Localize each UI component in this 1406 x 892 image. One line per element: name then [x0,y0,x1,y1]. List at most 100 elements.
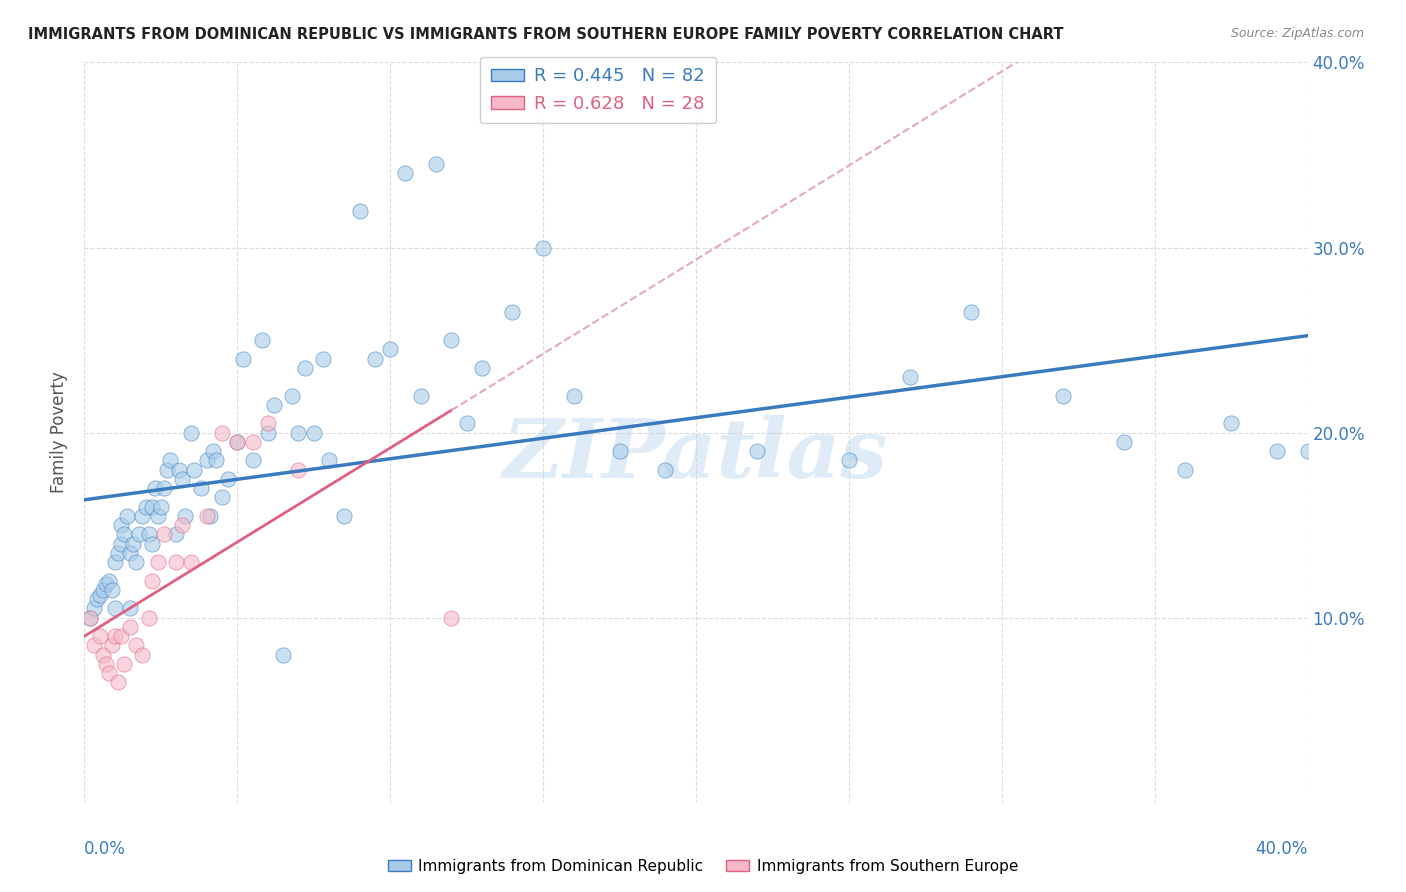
Point [120,620,142,634]
Point [217,472,239,486]
Point [174,508,197,523]
Point [97,574,120,588]
Point [471,360,494,375]
Point [312,351,335,366]
Point [110,536,132,550]
Point [180,425,202,440]
Point [609,444,631,458]
Point [205,453,228,467]
Point [141,536,163,550]
Point [211,491,233,505]
Point [146,555,169,569]
Point [1220,417,1243,431]
Point [257,425,280,440]
Point [112,657,135,671]
Point [138,610,160,624]
Legend: Immigrants from Dominican Republic, Immigrants from Southern Europe: Immigrants from Dominican Republic, Immi… [381,853,1025,880]
Point [89,629,111,643]
Point [91,582,114,597]
Point [195,453,218,467]
Point [456,417,478,431]
Text: 0.0%: 0.0% [84,840,127,858]
Point [287,462,309,476]
Point [960,305,983,319]
Point [257,417,280,431]
Point [271,648,294,662]
Text: IMMIGRANTS FROM DOMINICAN REPUBLIC VS IMMIGRANTS FROM SOUTHERN EUROPE FAMILY POV: IMMIGRANTS FROM DOMINICAN REPUBLIC VS IM… [28,27,1063,42]
Point [135,500,157,514]
Point [440,610,463,624]
Point [195,508,218,523]
Legend: R = 0.445   N = 82, R = 0.628   N = 28: R = 0.445 N = 82, R = 0.628 N = 28 [481,57,716,123]
Point [112,527,135,541]
Point [898,370,921,384]
Point [120,601,142,615]
Point [1265,444,1288,458]
Point [91,648,114,662]
Point [107,546,129,560]
Point [120,546,142,560]
Point [364,351,387,366]
Point [101,582,124,597]
Point [562,388,585,402]
Point [409,388,432,402]
Text: ZIPatlas: ZIPatlas [503,415,889,495]
Point [263,398,285,412]
Point [125,639,148,653]
Point [232,351,254,366]
Point [143,481,166,495]
Point [318,453,340,467]
Point [128,527,150,541]
Point [242,453,264,467]
Point [349,203,371,218]
Point [110,629,132,643]
Point [531,240,554,255]
Point [747,444,769,458]
Point [104,555,127,569]
Point [440,333,463,347]
Point [131,648,153,662]
Text: 40.0%: 40.0% [1256,840,1308,858]
Point [201,444,224,458]
Point [183,462,205,476]
Point [198,508,221,523]
Point [110,518,132,533]
Point [156,462,179,476]
Point [180,555,202,569]
Point [1296,444,1319,458]
Text: Source: ZipAtlas.com: Source: ZipAtlas.com [1230,27,1364,40]
Point [125,555,148,569]
Point [333,508,356,523]
Point [281,388,304,402]
Point [83,639,105,653]
Point [104,601,127,615]
Point [167,462,190,476]
Point [190,481,212,495]
Point [172,472,194,486]
Point [242,434,264,449]
Point [141,500,163,514]
Point [149,500,172,514]
Point [380,343,402,357]
Point [394,166,416,180]
Point [165,555,187,569]
Point [838,453,860,467]
Point [97,666,120,681]
Point [122,536,145,550]
Point [153,527,176,541]
Point [138,527,160,541]
Point [294,360,316,375]
Point [104,629,127,643]
Point [226,434,249,449]
Point [1174,462,1197,476]
Point [302,425,325,440]
Point [654,462,676,476]
Point [153,481,176,495]
Point [1052,388,1074,402]
Point [211,425,233,440]
Point [131,508,153,523]
Point [146,508,169,523]
Point [172,518,194,533]
Point [79,610,101,624]
Point [141,574,163,588]
